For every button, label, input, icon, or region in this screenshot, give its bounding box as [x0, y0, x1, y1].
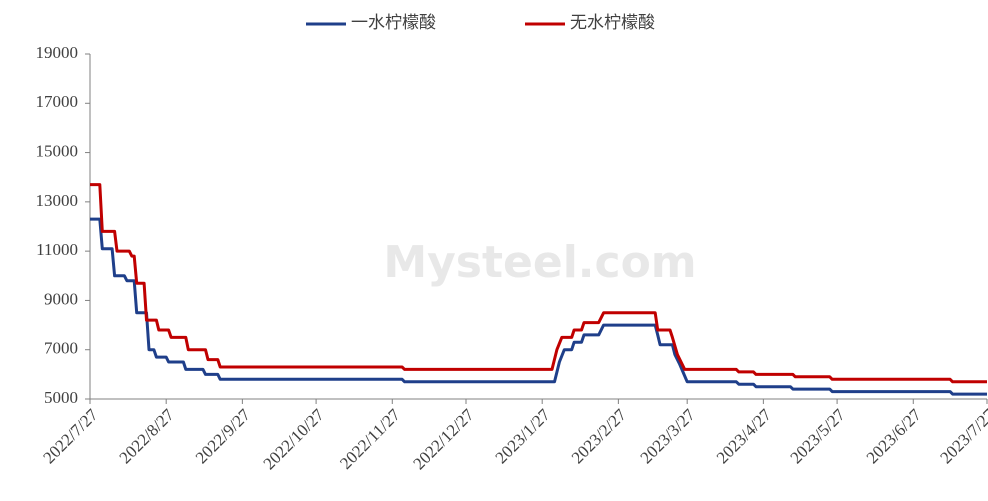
y-tick-label: 9000: [44, 289, 78, 308]
y-tick-label: 7000: [44, 339, 78, 358]
y-tick-label: 11000: [36, 240, 78, 259]
y-tick-label: 13000: [36, 191, 79, 210]
x-tick-label: 2022/12/27: [409, 405, 478, 474]
y-tick-label: 19000: [36, 43, 79, 62]
line: [90, 183, 987, 384]
legend-label: 无水柠檬酸: [570, 13, 655, 32]
legend-label: 一水柠檬酸: [351, 13, 436, 32]
x-tick-label: 2023/2/27: [568, 405, 631, 468]
x-tick-label: 2022/7/27: [39, 405, 102, 468]
x-tick-label: 2022/10/27: [259, 405, 328, 474]
x-tick-label: 2023/1/27: [492, 405, 555, 468]
line: [90, 217, 987, 396]
watermark: Mysteel.com: [383, 237, 696, 288]
y-tick-label: 15000: [36, 141, 79, 160]
x-tick-label: 2023/3/27: [637, 405, 700, 468]
x-tick-label: 2023/6/27: [863, 405, 926, 468]
x-tick-label: 2022/9/27: [192, 405, 255, 468]
y-tick-label: 17000: [36, 92, 79, 111]
x-tick-label: 2022/8/27: [116, 405, 179, 468]
y-tick-label: 5000: [44, 388, 78, 407]
x-tick-label: 2023/4/27: [713, 405, 776, 468]
x-tick-label: 2022/11/27: [336, 405, 404, 473]
x-tick-label: 2023/5/27: [786, 405, 849, 468]
x-tick-label: 2023/7/27: [936, 405, 988, 468]
